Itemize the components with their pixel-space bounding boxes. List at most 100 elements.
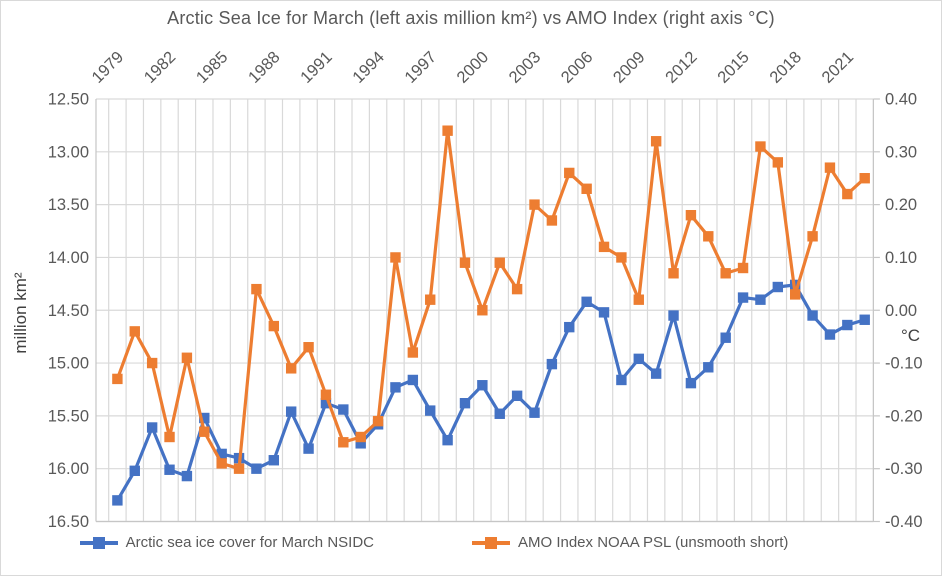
- data-point-marker: [842, 319, 853, 331]
- svg-text:14.50: 14.50: [48, 302, 89, 320]
- svg-text:-0.40: -0.40: [885, 513, 923, 531]
- data-point-marker: [859, 173, 870, 184]
- data-point-marker: [529, 199, 540, 210]
- data-point-marker: [459, 398, 471, 409]
- data-point-marker: [216, 448, 227, 460]
- right-axis-title: °C: [901, 326, 921, 345]
- data-point-marker: [668, 310, 679, 321]
- data-point-marker: [425, 294, 436, 305]
- svg-text:0.10: 0.10: [885, 249, 917, 267]
- svg-text:2021: 2021: [818, 48, 857, 87]
- data-point-marker: [338, 437, 349, 448]
- data-point-marker: [112, 373, 123, 385]
- data-point-marker: [755, 141, 766, 152]
- data-point-marker: [703, 231, 714, 242]
- data-point-marker: [842, 188, 853, 200]
- svg-text:1991: 1991: [297, 48, 336, 87]
- data-point-marker: [824, 329, 836, 340]
- svg-text:15.00: 15.00: [48, 355, 89, 373]
- data-point-marker: [442, 434, 453, 446]
- data-point-marker: [650, 136, 662, 147]
- legend-amo-marker-icon: [472, 536, 510, 549]
- data-point-marker: [581, 296, 592, 307]
- data-point-marker: [216, 458, 227, 469]
- axis-lines: [95, 98, 880, 523]
- data-point-marker: [529, 407, 540, 418]
- data-point-marker: [303, 443, 314, 454]
- data-point-marker: [251, 283, 262, 295]
- gridlines: [96, 98, 875, 523]
- data-point-marker: [112, 495, 123, 506]
- data-point-marker: [772, 157, 784, 168]
- data-point-marker: [598, 241, 610, 253]
- svg-text:-0.30: -0.30: [885, 460, 923, 478]
- data-point-marker: [338, 404, 349, 415]
- data-point-marker: [720, 332, 731, 343]
- svg-text:0.40: 0.40: [885, 91, 917, 109]
- data-point-marker: [303, 342, 314, 353]
- svg-text:1988: 1988: [245, 48, 284, 87]
- data-point-marker: [164, 464, 175, 475]
- data-point-marker: [164, 431, 175, 443]
- svg-text:0.20: 0.20: [885, 196, 917, 214]
- svg-text:2009: 2009: [610, 48, 649, 87]
- data-point-marker: [581, 183, 592, 194]
- data-point-marker: [407, 374, 419, 386]
- data-point-marker: [146, 422, 158, 433]
- data-point-marker: [477, 380, 488, 391]
- data-point-marker: [285, 363, 297, 374]
- svg-text:1982: 1982: [141, 48, 180, 87]
- data-point-marker: [859, 314, 870, 325]
- data-point-marker: [390, 382, 401, 393]
- data-point-marker: [372, 415, 384, 427]
- chart-title: Arctic Sea Ice for March (left axis mill…: [167, 8, 775, 28]
- data-point-marker: [459, 257, 471, 268]
- data-point-marker: [737, 292, 749, 303]
- svg-text:14.00: 14.00: [48, 249, 89, 267]
- svg-text:1979: 1979: [89, 48, 128, 87]
- data-point-marker: [703, 362, 714, 373]
- legend-label-amo: AMO Index NOAA PSL (unsmooth short): [518, 534, 789, 551]
- svg-text:15.50: 15.50: [48, 407, 89, 425]
- data-point-marker: [511, 283, 523, 295]
- svg-text:13.50: 13.50: [48, 196, 89, 214]
- data-point-marker: [181, 352, 193, 363]
- data-point-marker: [737, 262, 749, 274]
- svg-text:12.50: 12.50: [48, 91, 89, 109]
- data-point-marker: [546, 215, 558, 226]
- svg-text:16.50: 16.50: [48, 513, 89, 531]
- data-point-marker: [320, 398, 332, 409]
- svg-text:2012: 2012: [662, 48, 701, 87]
- data-point-marker: [355, 431, 366, 443]
- svg-text:0.00: 0.00: [885, 302, 917, 320]
- svg-text:1985: 1985: [193, 48, 232, 87]
- svg-text:2015: 2015: [714, 48, 753, 87]
- data-point-marker: [129, 326, 140, 337]
- data-point-marker: [598, 307, 610, 318]
- legend-label-sea-ice: Arctic sea ice cover for March NSIDC: [125, 534, 374, 551]
- svg-text:0.30: 0.30: [885, 143, 917, 161]
- svg-text:2003: 2003: [506, 48, 545, 87]
- data-point-marker: [199, 412, 210, 424]
- data-point-marker: [807, 310, 818, 321]
- svg-text:1994: 1994: [349, 48, 388, 87]
- series-sea-ice: [112, 279, 870, 506]
- data-point-marker: [442, 125, 453, 136]
- data-point-marker: [251, 463, 262, 474]
- data-point-marker: [668, 268, 679, 279]
- data-point-marker: [320, 389, 332, 400]
- svg-text:-0.20: -0.20: [885, 407, 923, 425]
- data-point-marker: [477, 305, 488, 316]
- data-point-marker: [407, 347, 419, 358]
- data-point-marker: [129, 465, 140, 476]
- right-axis-tick-labels: 0.40 0.30 0.20 0.10 0.00 -0.10 -0.20 -0.30 -0.40: [885, 91, 923, 532]
- data-point-marker: [425, 405, 436, 416]
- svg-text:16.00: 16.00: [48, 460, 89, 478]
- svg-text:1997: 1997: [401, 48, 440, 87]
- data-point-marker: [285, 406, 297, 417]
- svg-text:-0.10: -0.10: [885, 355, 923, 373]
- data-point-marker: [616, 252, 627, 263]
- data-point-marker: [146, 357, 158, 369]
